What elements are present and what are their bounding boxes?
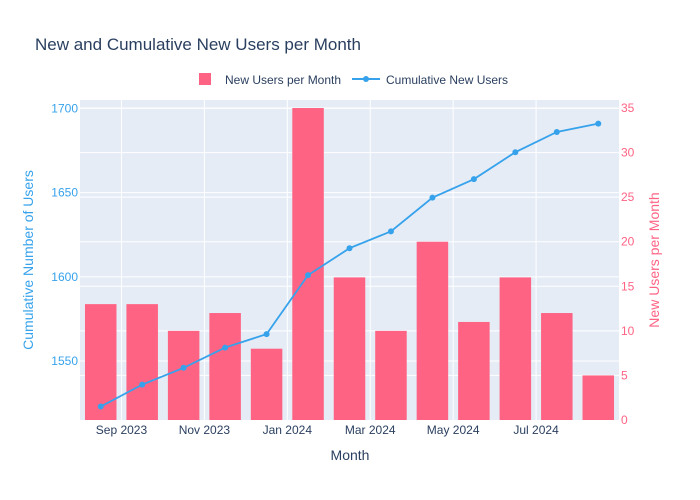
bar-series (84, 108, 615, 421)
x-tick-label: Nov 2023 (179, 423, 231, 437)
y-left-tick-label: 1600 (51, 270, 78, 284)
y-right-tick-label: 20 (621, 235, 635, 249)
cumulative-point-2024-06 (512, 149, 519, 156)
cumulative-point-2023-10 (180, 364, 187, 371)
bar-2023-11 (209, 313, 241, 420)
bar-2024-06 (499, 277, 532, 420)
cumulative-point-2024-08 (595, 120, 602, 127)
bar-2023-08 (84, 304, 117, 420)
y-right-tick-label: 5 (621, 368, 628, 382)
x-tick-label: Jan 2024 (263, 423, 313, 437)
legend-label-cumulative: Cumulative New Users (386, 73, 508, 87)
cumulative-point-2023-09 (139, 381, 146, 388)
bar-2024-07 (541, 313, 573, 420)
legend-line-marker (363, 76, 369, 82)
y-right-tick-label: 25 (621, 190, 635, 204)
x-axis-title: Month (331, 447, 370, 463)
cumulative-point-2023-11 (222, 344, 229, 351)
x-tick-label: Jul 2024 (513, 423, 559, 437)
bar-2024-08 (582, 375, 615, 420)
cumulative-point-2024-02 (346, 245, 353, 252)
cumulative-point-2023-12 (263, 331, 270, 338)
y-left-tick-label: 1650 (51, 186, 78, 200)
bar-2024-05 (458, 321, 490, 420)
y-right-axis-title: New Users per Month (646, 192, 662, 327)
x-tick-label: Mar 2024 (345, 423, 396, 437)
y-left-axis-title: Cumulative Number of Users (20, 170, 36, 350)
legend: New Users per Month Cumulative New Users (199, 73, 508, 87)
x-axis-ticks: Sep 2023 Nov 2023 Jan 2024 Mar 2024 May 2024… (96, 423, 559, 437)
line-series (97, 120, 602, 410)
cumulative-point-2024-03 (387, 228, 394, 235)
bar-2024-02 (333, 277, 366, 420)
bar-2023-09 (126, 304, 158, 420)
y-left-tick-label: 1700 (51, 101, 78, 115)
cumulative-point-2024-05 (470, 176, 477, 183)
bar-2024-03 (375, 330, 407, 420)
x-tick-label: Sep 2023 (96, 423, 148, 437)
bar-2023-12 (250, 348, 283, 420)
y-right-tick-label: 15 (621, 279, 635, 293)
y-left-tick-label: 1550 (51, 354, 78, 368)
bar-2024-04 (416, 241, 449, 420)
cumulative-point-2024-04 (429, 194, 436, 201)
chart-title: New and Cumulative New Users per Month (35, 35, 361, 54)
y-left-axis-ticks: 1550 1600 1650 1700 (51, 101, 78, 368)
y-right-tick-label: 30 (621, 146, 635, 160)
y-right-tick-label: 35 (621, 101, 635, 115)
cumulative-point-2024-01 (305, 272, 312, 279)
legend-label-new-users: New Users per Month (225, 73, 341, 87)
bar-2023-10 (167, 330, 200, 420)
cumulative-point-2024-07 (553, 129, 560, 135)
bar-2024-01 (292, 108, 324, 421)
legend-bar-swatch (199, 73, 211, 85)
x-tick-label: May 2024 (427, 423, 480, 437)
y-right-axis-ticks: 0 5 10 15 20 25 30 35 (621, 101, 635, 427)
y-right-tick-label: 0 (621, 413, 628, 427)
y-right-tick-label: 10 (621, 324, 635, 338)
cumulative-point-2023-08 (97, 403, 104, 410)
